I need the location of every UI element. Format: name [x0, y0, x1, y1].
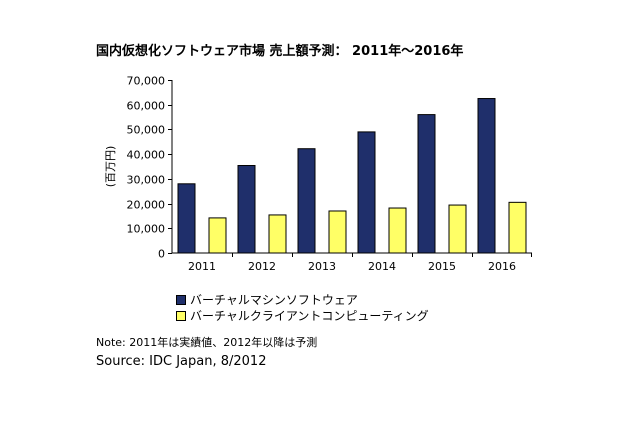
x-tick-label: 2014: [368, 260, 396, 273]
legend-item-virtual-machine: バーチャルマシンソフトウェア: [176, 291, 358, 308]
legend-swatch-virtual-machine: [176, 294, 186, 305]
bar-virtual-client-2012: [268, 214, 287, 254]
legend-swatch-virtual-client: [176, 310, 186, 321]
y-tick-label: 60,000: [127, 100, 166, 113]
x-tick-label: 2015: [428, 260, 456, 273]
x-tick-label: 2012: [248, 260, 276, 273]
bar-virtual-client-2014: [388, 207, 407, 254]
legend-label-virtual-client: バーチャルクライアントコンピューティング: [190, 309, 429, 323]
bar-virtual-machine-2012: [237, 165, 256, 254]
source-line: Source: IDC Japan, 8/2012: [96, 354, 267, 369]
bar-chart: 0 10,000 20,000 30,000 40,000 50,000 60,000 70,…: [104, 75, 532, 273]
chart-title: 国内仮想化ソフトウェア市場 売上額予測： 2011年～2016年: [96, 44, 464, 59]
bar-virtual-machine-2015: [417, 114, 436, 254]
bar-virtual-client-2015: [448, 204, 467, 254]
x-tick-label: 2011: [188, 260, 216, 273]
bar-virtual-client-2013: [328, 210, 347, 254]
bar-virtual-client-2016: [508, 201, 527, 254]
y-tick-label: 50,000: [127, 124, 166, 137]
bar-virtual-machine-2016: [477, 98, 496, 254]
bar-virtual-client-2011: [208, 217, 227, 254]
y-tick-label: 0: [158, 248, 165, 261]
y-tick-label: 40,000: [127, 149, 166, 162]
legend-label-virtual-machine: バーチャルマシンソフトウェア: [190, 293, 358, 307]
y-axis-label: (百万円): [104, 146, 117, 188]
footnote: Note: 2011年は実績値、2012年以降は予測: [96, 336, 318, 349]
x-tick-label: 2016: [488, 260, 516, 273]
bar-virtual-machine-2013: [297, 148, 316, 254]
y-tick-label: 30,000: [127, 174, 166, 187]
y-tick-label: 10,000: [127, 223, 166, 236]
bar-virtual-machine-2014: [357, 131, 376, 254]
bar-virtual-machine-2011: [177, 183, 196, 254]
y-tick-label: 20,000: [127, 199, 166, 212]
y-tick-label: 70,000: [127, 75, 166, 88]
legend-item-virtual-client: バーチャルクライアントコンピューティング: [176, 307, 429, 324]
x-tick-label: 2013: [308, 260, 336, 273]
